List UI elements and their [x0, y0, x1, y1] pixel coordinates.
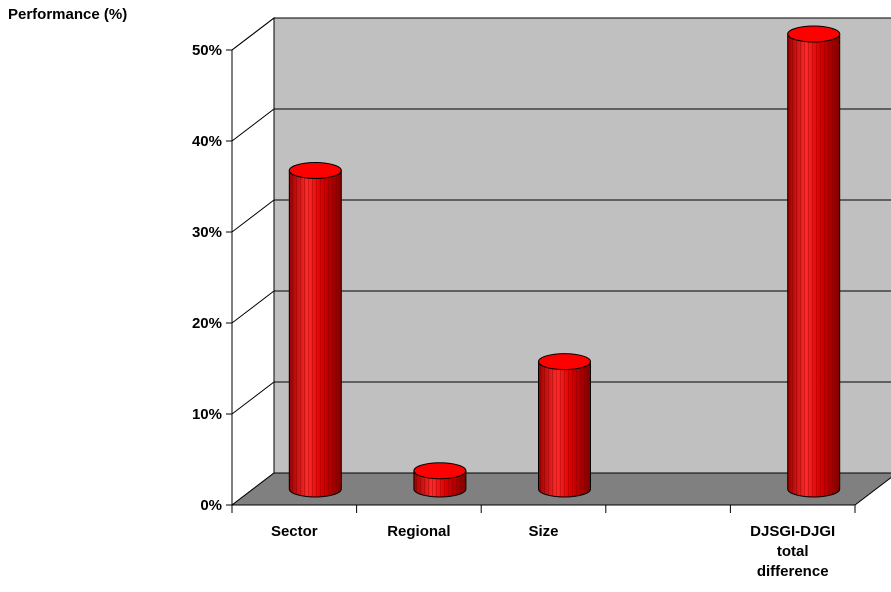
- bar-top: [787, 25, 841, 43]
- bar-shading: [538, 361, 591, 497]
- bar-top: [413, 462, 467, 480]
- x-tick-label: Sector: [271, 523, 318, 540]
- bar-sector: [288, 162, 342, 498]
- bar-regional: [413, 462, 467, 498]
- gridline: [231, 290, 891, 324]
- bar-size: [538, 353, 591, 498]
- bar-top: [538, 353, 591, 371]
- x-tick-label: DJSGI-DJGI total difference: [750, 523, 835, 580]
- bar-shading: [787, 34, 840, 497]
- bars: [288, 25, 841, 498]
- gridline: [231, 17, 891, 51]
- bar-djsgi-djgi-total-difference: [787, 25, 841, 498]
- gridline: [231, 108, 891, 142]
- y-axis-title: Performance (%): [8, 6, 128, 23]
- x-tick-label: Size: [528, 523, 558, 540]
- gridline: [231, 199, 891, 233]
- y-tick-label: 50%: [192, 42, 222, 59]
- x-axis: Sector Regional Size DJSGI-DJGI total differe…: [231, 504, 856, 580]
- bar-top: [288, 162, 342, 179]
- gridline: [231, 381, 891, 415]
- y-axis: 0% 10% 20% 30% 40% 50%: [192, 42, 233, 514]
- y-tick-label: 10%: [192, 406, 222, 423]
- bar-shading: [289, 170, 342, 497]
- x-tick-label: Regional: [387, 523, 450, 540]
- gridlines: [231, 17, 891, 415]
- y-tick-label: 40%: [192, 133, 222, 150]
- y-tick-label: 30%: [192, 224, 222, 241]
- plot-area: [230, 16, 891, 507]
- y-tick-label: 0%: [200, 497, 222, 514]
- side-wall: [231, 16, 275, 507]
- y-tick-label: 20%: [192, 315, 222, 332]
